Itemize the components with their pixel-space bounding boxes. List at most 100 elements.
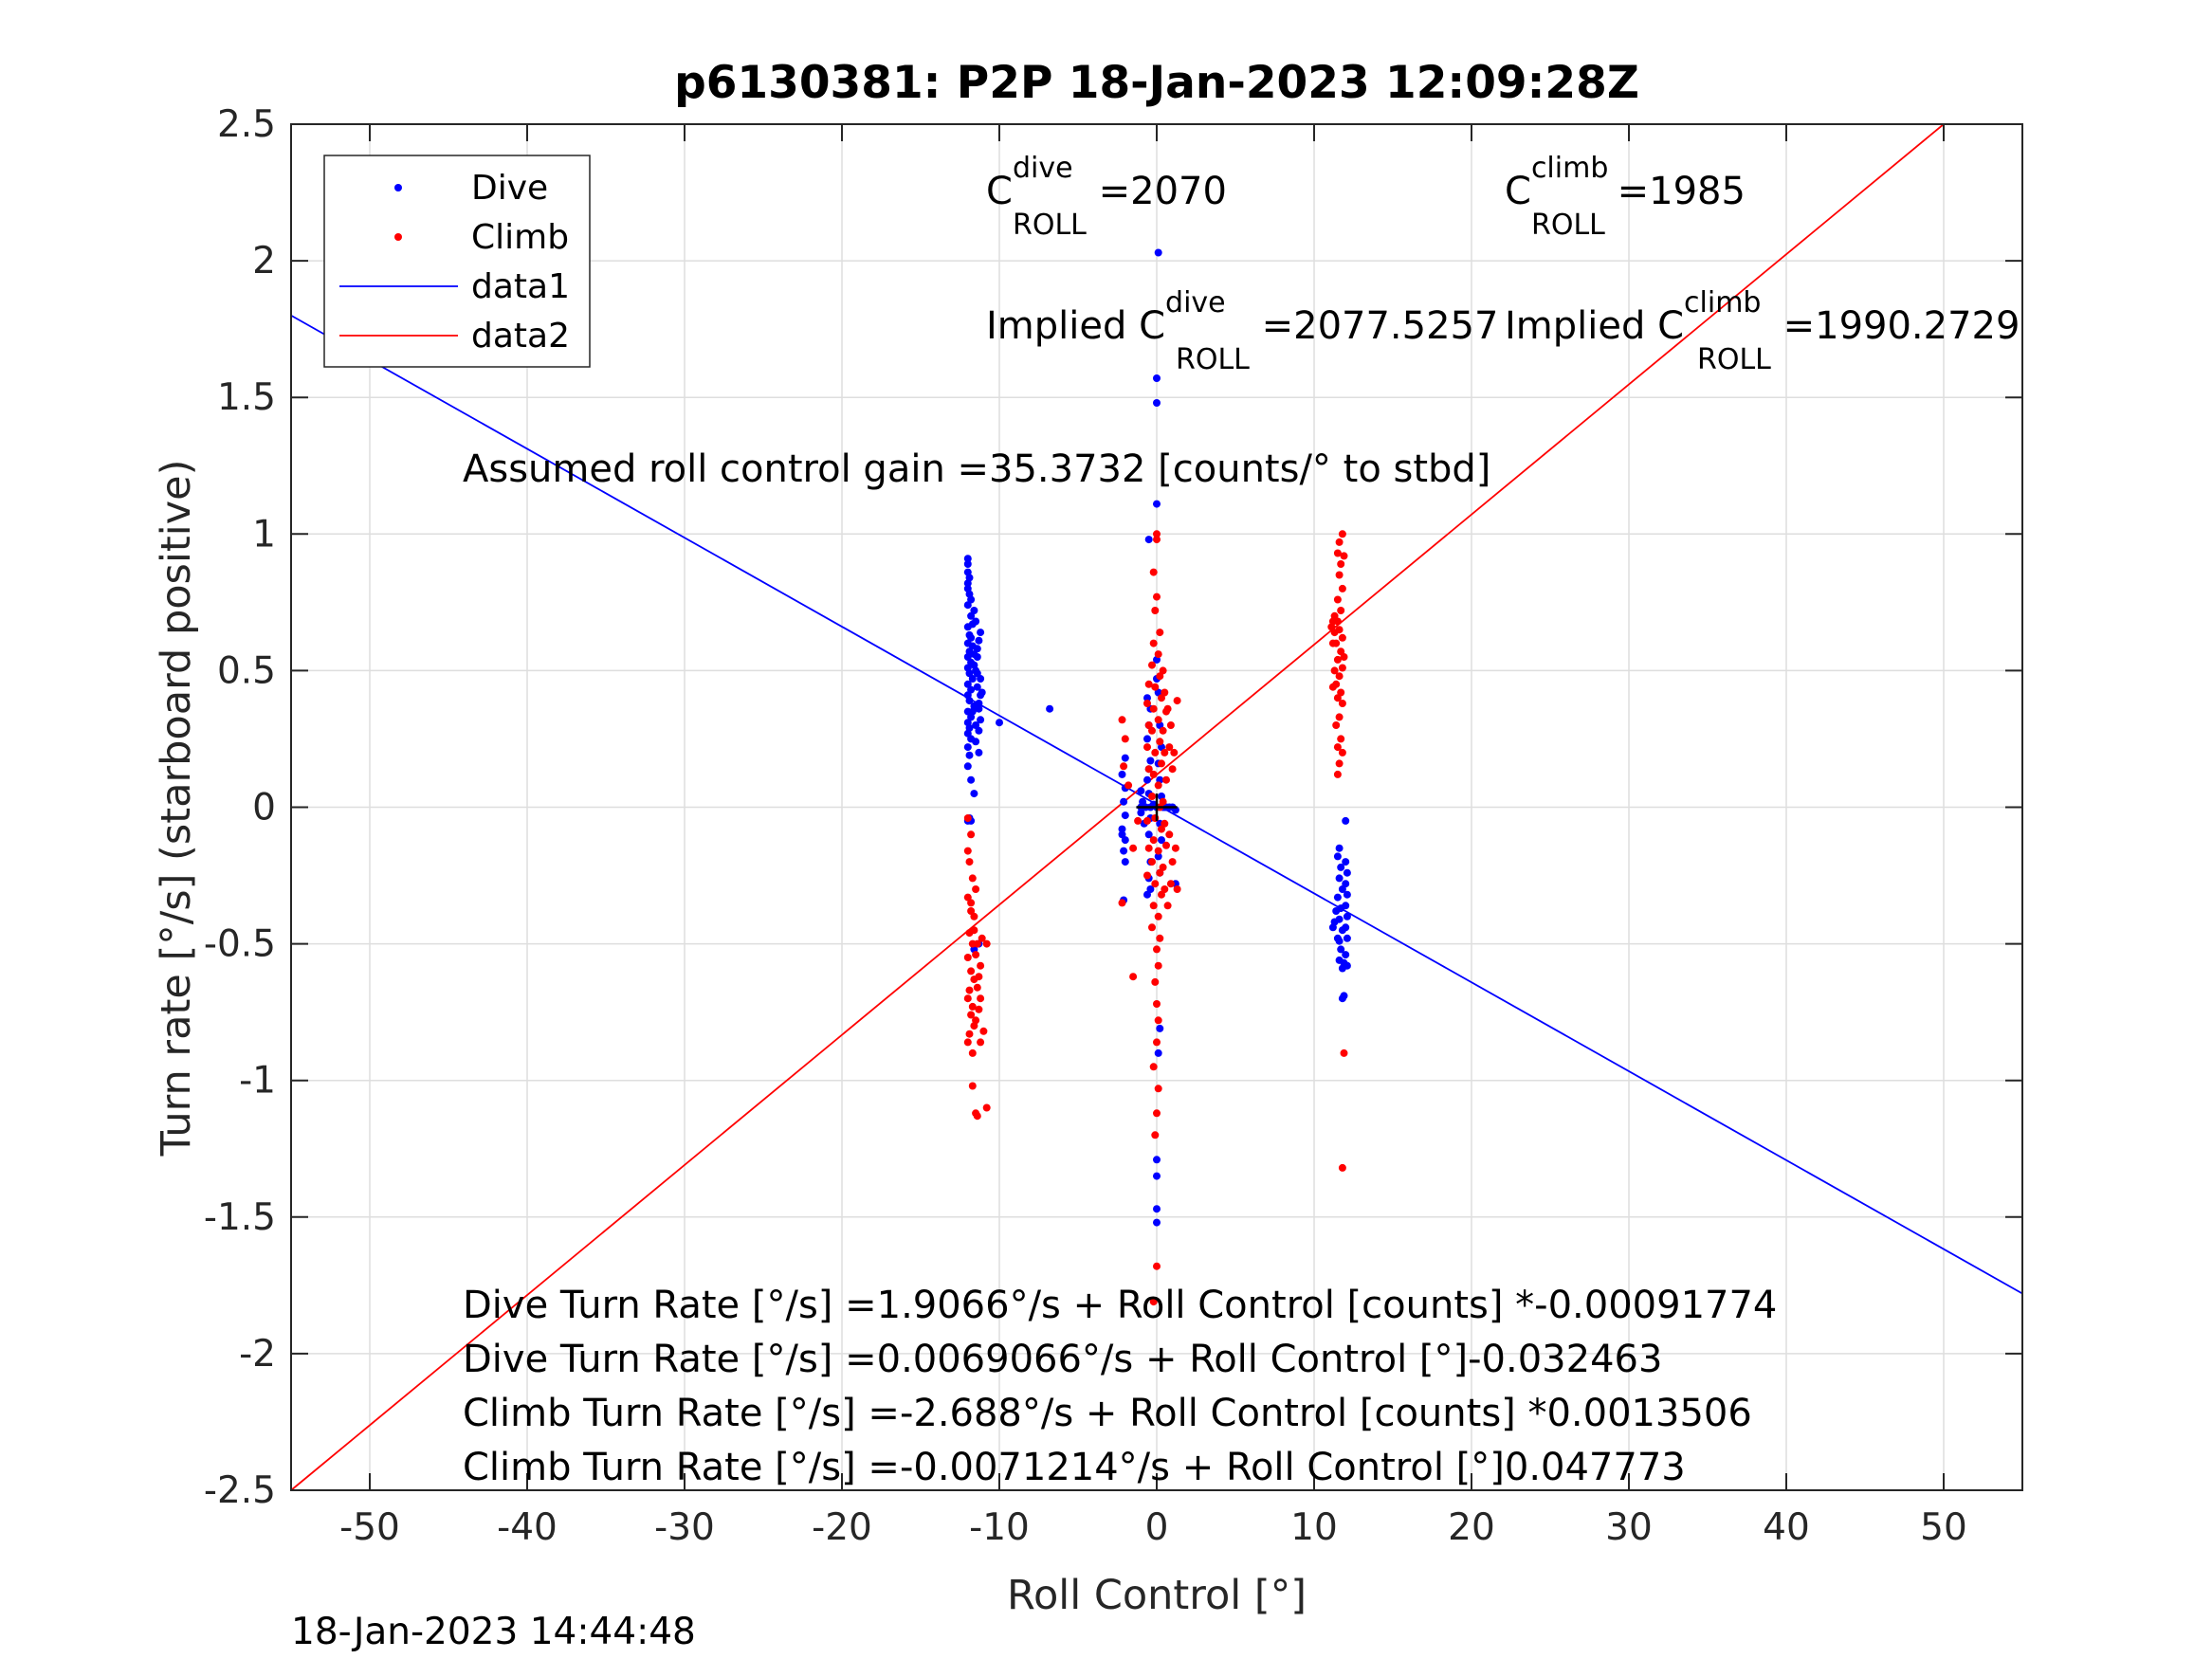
climb-point [1129, 844, 1138, 852]
dive-point [1338, 994, 1346, 1003]
climb-point [1158, 825, 1165, 833]
dive-point [963, 560, 972, 568]
climb-point [1149, 836, 1158, 845]
y-tick-label: 2.5 [217, 103, 276, 146]
climb-point [1328, 683, 1337, 691]
climb-point [1153, 1000, 1161, 1008]
climb-point [1333, 743, 1342, 752]
x-tick-label: 0 [1145, 1506, 1169, 1549]
climb-point [1166, 880, 1175, 888]
climb-point [1153, 1109, 1161, 1118]
climb-point [1153, 1262, 1161, 1270]
dive-point [977, 716, 985, 724]
dive-point [1328, 923, 1337, 932]
climb-point [1327, 623, 1336, 631]
dive-point [1342, 951, 1350, 959]
x-tick-label: 30 [1605, 1506, 1653, 1549]
dive-point [972, 721, 980, 729]
climb-point [1165, 830, 1174, 839]
climb-point [968, 1048, 977, 1057]
dive-point [1143, 735, 1151, 743]
climb-point [977, 994, 985, 1003]
climb-point [1340, 1048, 1348, 1057]
climb-point [1118, 899, 1126, 907]
climb-point [973, 983, 981, 992]
dive-point [963, 762, 972, 771]
climb-point [1337, 607, 1345, 614]
climb-point [1338, 748, 1346, 757]
climb-point [1173, 885, 1181, 893]
climb-point [1158, 759, 1165, 768]
climb-point [1154, 1016, 1162, 1025]
dive-point [1153, 374, 1161, 382]
c-roll-dive-annotation: Cdive ROLL =2070 [986, 152, 1227, 242]
climb-point [1143, 816, 1151, 825]
climb-point [1121, 735, 1129, 743]
climb-point [1338, 584, 1346, 592]
dive-point [1342, 858, 1350, 866]
climb-point [1168, 858, 1177, 866]
climb-point [1149, 639, 1158, 647]
legend-label-data2: data2 [471, 317, 570, 356]
climb-point [972, 1016, 980, 1025]
dive-point [967, 611, 976, 620]
dive-point [1153, 399, 1161, 407]
climb-point [967, 967, 976, 975]
climb-point [1151, 683, 1160, 691]
climb-point [1161, 819, 1169, 828]
x-tick-label: 40 [1763, 1506, 1810, 1549]
y-tick-label: 0 [252, 787, 276, 830]
climb-point [1161, 748, 1169, 757]
climb-point [982, 1103, 991, 1112]
climb-point [1335, 713, 1344, 721]
equation-line-1: Dive Turn Rate [°/s] =1.9066°/s + Roll C… [463, 1284, 1777, 1327]
dive-point [968, 620, 977, 629]
climb-point [1151, 977, 1160, 986]
climb-point [1337, 735, 1345, 743]
dive-point [1121, 754, 1129, 762]
dive-point [1343, 912, 1351, 921]
dive-point [963, 555, 972, 563]
dive-point [1118, 770, 1126, 778]
dive-point [1121, 858, 1129, 866]
climb-point [1149, 1063, 1158, 1071]
climb-point [967, 1011, 976, 1019]
y-axis-label: Turn rate [°/s] (starboard positive) [153, 460, 200, 1158]
climb-point [1156, 934, 1164, 942]
climb-point [1330, 666, 1339, 675]
climb-point [1153, 536, 1161, 544]
dive-point [1332, 907, 1341, 915]
climb-point [968, 874, 977, 883]
climb-point [1156, 672, 1164, 681]
climb-point [1153, 1038, 1161, 1047]
climb-point [965, 858, 974, 866]
climb-point [1156, 629, 1164, 637]
x-tick-label: -40 [497, 1506, 558, 1549]
dive-point [970, 790, 978, 798]
legend-label-dive: Dive [471, 169, 548, 208]
dive-point [967, 775, 976, 784]
x-tick-label: 50 [1920, 1506, 1967, 1549]
climb-point [970, 912, 978, 921]
dive-point [975, 636, 983, 645]
implied-c-roll-dive-annotation: Implied Cdive ROLL =2077.5257 [986, 286, 1498, 376]
dive-point [977, 691, 985, 700]
dive-point [1143, 694, 1151, 702]
climb-point [1148, 726, 1156, 735]
y-tick-label: 2 [252, 240, 276, 283]
x-tick-label: -20 [812, 1506, 872, 1549]
dive-point [963, 743, 972, 752]
dive-point [1120, 797, 1128, 806]
dive-point [1343, 868, 1351, 877]
y-tick-label: 0.5 [217, 649, 276, 692]
climb-point [963, 994, 972, 1003]
climb-point [1333, 770, 1342, 778]
dive-point [973, 683, 981, 691]
dive-point [1343, 890, 1351, 899]
climb-point [1159, 797, 1167, 806]
climb-point [1148, 858, 1156, 866]
gain-annotation: Assumed roll control gain =35.3732 [coun… [463, 447, 1490, 491]
dive-point [963, 653, 972, 661]
y-tick-label: -0.5 [204, 923, 276, 966]
climb-point [1149, 902, 1158, 910]
